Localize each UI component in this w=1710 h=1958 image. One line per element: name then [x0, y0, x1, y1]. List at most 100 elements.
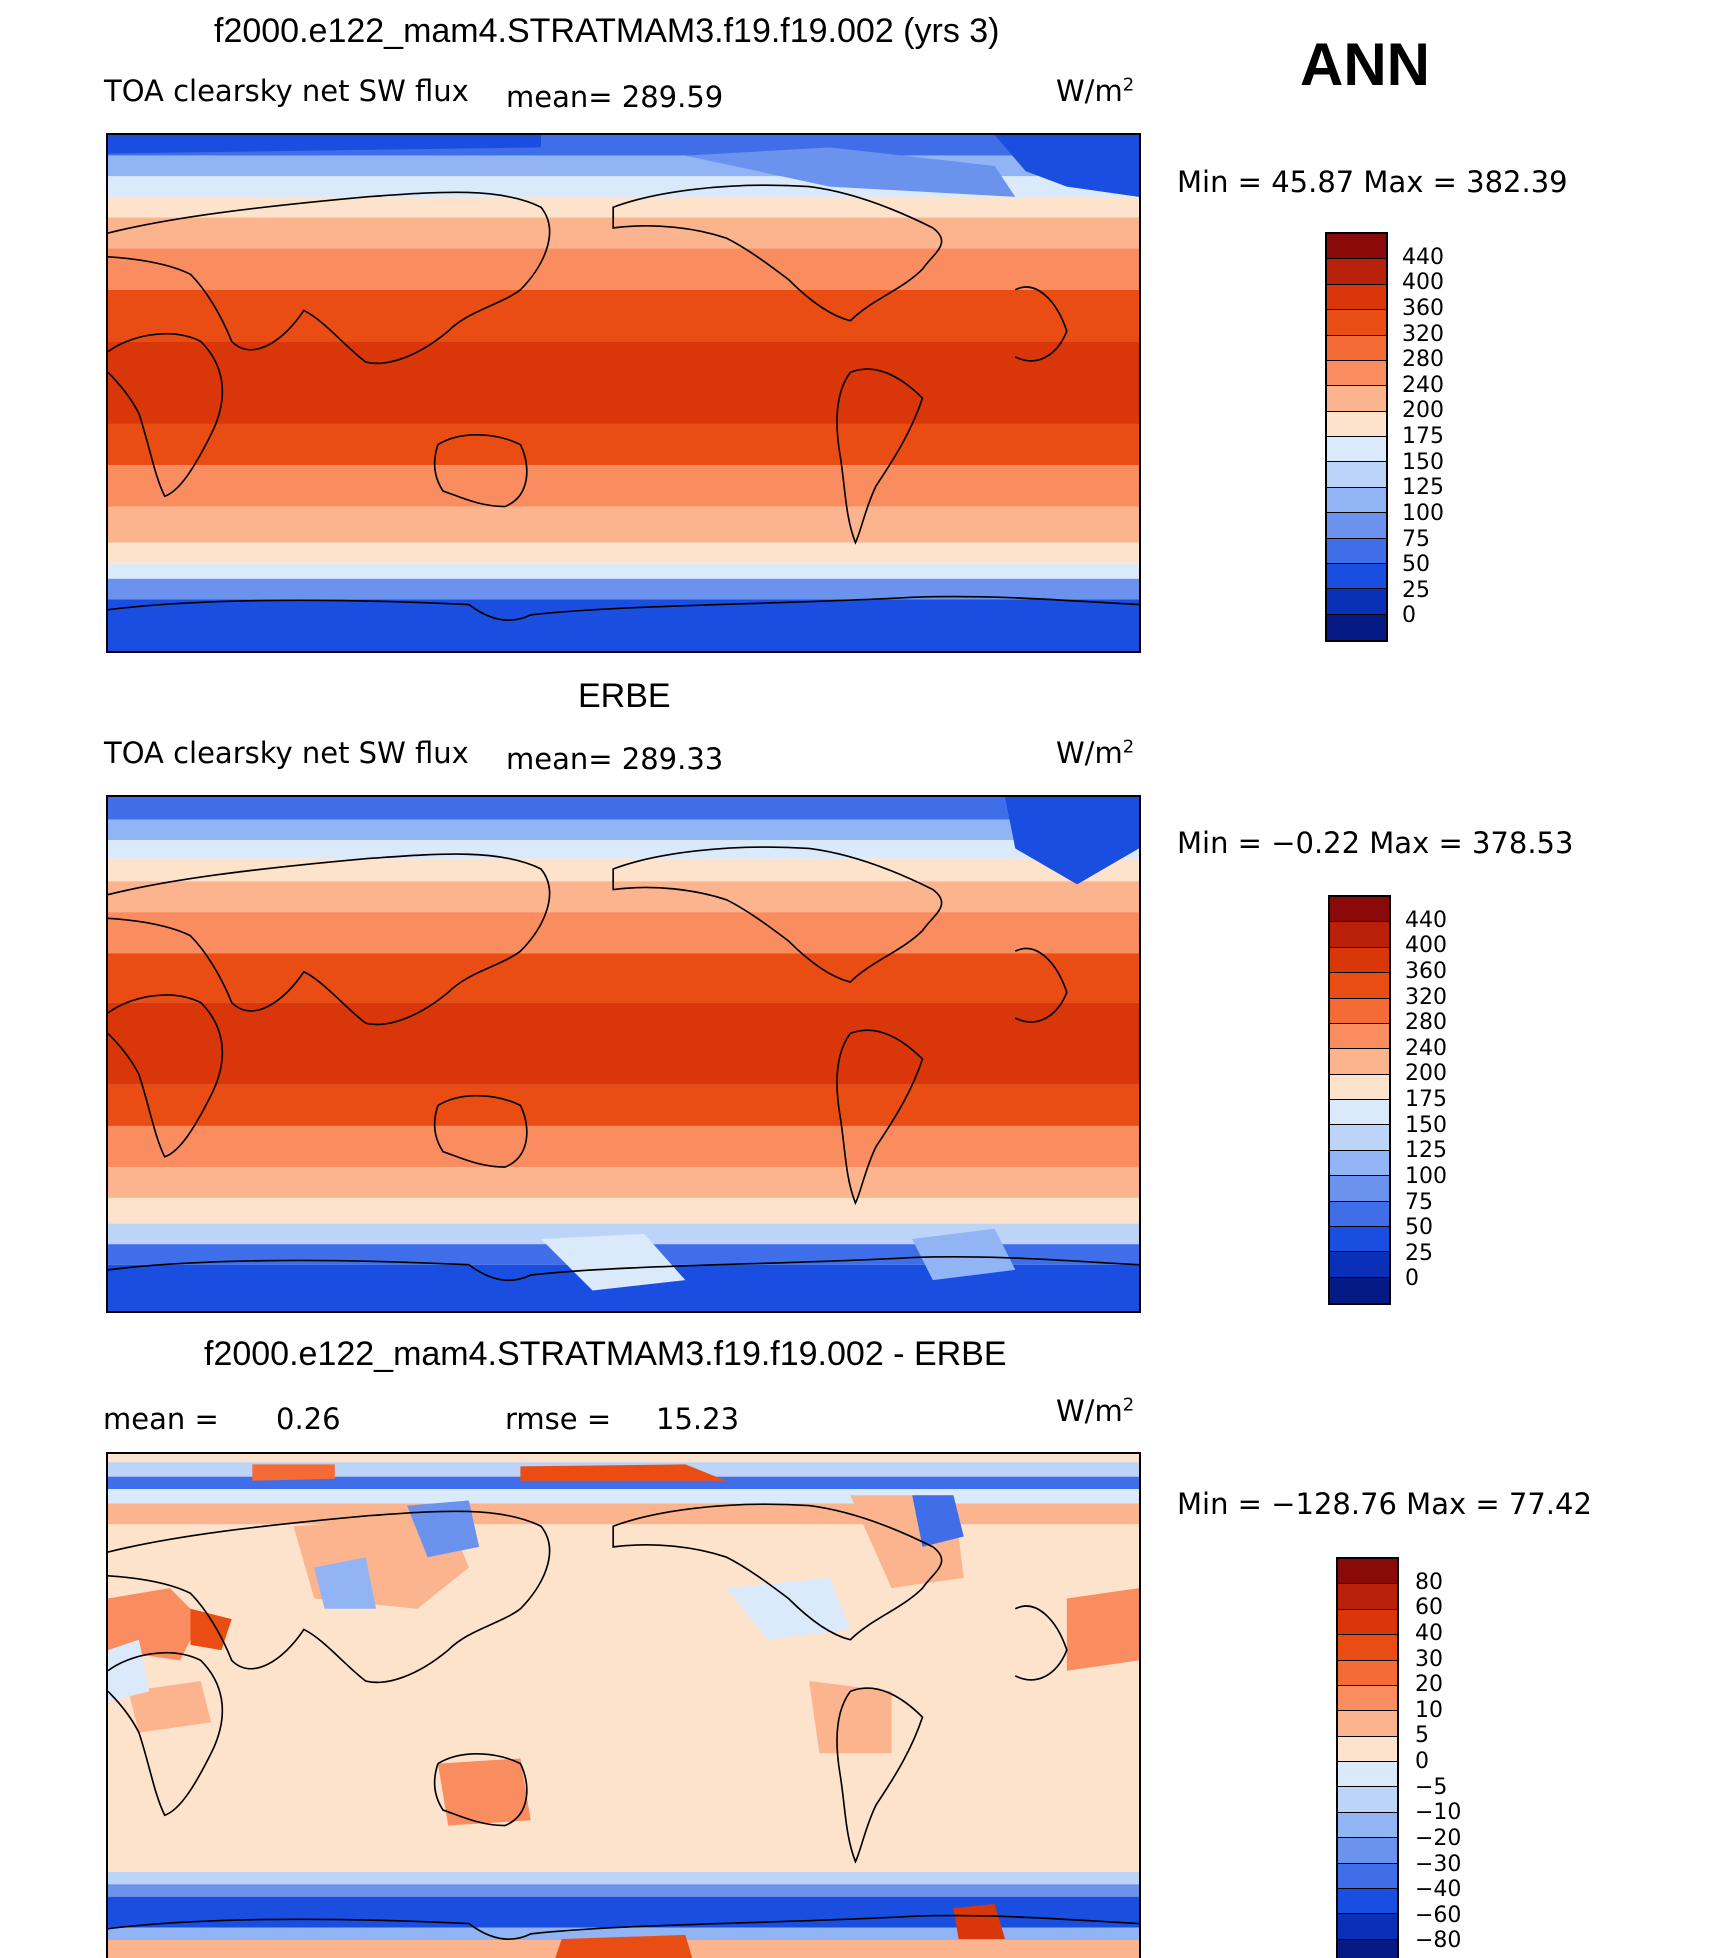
panel2-minmax: Min = −0.22 Max = 378.53 — [1177, 826, 1574, 860]
colorbar-segment — [1330, 947, 1389, 974]
colorbar-segment — [1327, 284, 1386, 311]
panel1-units: W/m2 — [1056, 74, 1135, 108]
colorbar-segment — [1330, 1049, 1389, 1075]
colorbar-tick-label: 25 — [1402, 577, 1430, 603]
colorbar-segment — [1327, 589, 1386, 615]
colorbar-tick-label: −40 — [1415, 1877, 1462, 1903]
colorbar-segment — [1338, 1838, 1397, 1864]
colorbar-tick-label: 50 — [1402, 552, 1430, 578]
colorbar-tick-label: 150 — [1405, 1112, 1447, 1138]
panel2-variable: TOA clearsky net SW flux — [104, 736, 469, 770]
colorbar-tick-label: 0 — [1415, 1749, 1429, 1774]
colorbar-tick-label: 440 — [1402, 244, 1444, 270]
colorbar-tick-label: 280 — [1402, 347, 1444, 373]
colorbar-segment — [1330, 1023, 1389, 1050]
colorbar-tick-label: 360 — [1405, 958, 1447, 984]
colorbar-segment — [1338, 1787, 1397, 1813]
colorbar-tick-label: 100 — [1402, 500, 1444, 526]
colorbar-segment — [1327, 335, 1386, 361]
colorbar-segment — [1327, 462, 1386, 488]
panel3-minmax: Min = −128.76 Max = 77.42 — [1177, 1487, 1592, 1521]
colorbar-tick-label: −5 — [1415, 1774, 1448, 1800]
panel3-mean-label: mean = — [103, 1402, 219, 1436]
colorbar-tick-label: 320 — [1402, 321, 1444, 347]
colorbar-tick-label: −20 — [1415, 1825, 1462, 1851]
colorbar-segment — [1327, 614, 1386, 640]
colorbar-tick-label: 5 — [1415, 1723, 1429, 1749]
colorbar-segment — [1330, 1277, 1389, 1303]
panel1-map — [106, 133, 1141, 653]
colorbar-tick-label: 25 — [1405, 1240, 1433, 1266]
colorbar-segment — [1338, 1584, 1397, 1610]
colorbar-segment — [1330, 1201, 1389, 1227]
colorbar-tick-label: 200 — [1405, 1061, 1447, 1087]
panel2-title: ERBE — [578, 677, 671, 715]
colorbar-tick-label: 400 — [1402, 270, 1444, 296]
colorbar-segment — [1330, 922, 1389, 948]
panel2-mean: mean= 289.33 — [506, 742, 724, 776]
colorbar-tick-label: 75 — [1402, 526, 1430, 552]
colorbar-tick-label: 80 — [1415, 1569, 1443, 1595]
colorbar-tick-label: 175 — [1405, 1087, 1447, 1112]
panel3-map — [106, 1452, 1141, 1958]
colorbar-segment — [1327, 386, 1386, 412]
colorbar-segment — [1338, 1609, 1397, 1636]
colorbar-tick-label: 240 — [1402, 372, 1444, 398]
colorbar-tick-label: 150 — [1402, 449, 1444, 475]
colorbar-segment — [1338, 1914, 1397, 1940]
colorbar-segment — [1330, 897, 1389, 923]
colorbar-tick-label: 10 — [1415, 1697, 1443, 1723]
panel3-rmse-label: rmse = — [505, 1402, 612, 1436]
panel3-rmse-value: 15.23 — [656, 1402, 740, 1436]
colorbar-segment — [1338, 1685, 1397, 1712]
panel2-units: W/m2 — [1056, 736, 1135, 770]
colorbar-segment — [1338, 1762, 1397, 1788]
colorbar-segment — [1338, 1660, 1397, 1686]
colorbar-segment — [1330, 1125, 1389, 1151]
colorbar-segment — [1327, 310, 1386, 336]
colorbar-segment — [1338, 1863, 1397, 1889]
colorbar-tick-label: 50 — [1405, 1215, 1433, 1241]
panel1-mean: mean= 289.59 — [506, 80, 724, 114]
colorbar-segment — [1330, 1226, 1389, 1253]
panel2-colorbar — [1328, 895, 1391, 1305]
colorbar-segment — [1330, 1150, 1389, 1177]
colorbar-segment — [1338, 1888, 1397, 1915]
panel3-units: W/m2 — [1056, 1394, 1135, 1428]
panel1-minmax: Min = 45.87 Max = 382.39 — [1177, 165, 1568, 199]
panel1-variable: TOA clearsky net SW flux — [104, 74, 469, 108]
colorbar-segment — [1338, 1635, 1397, 1661]
colorbar-segment — [1330, 973, 1389, 999]
colorbar-tick-label: 400 — [1405, 933, 1447, 959]
colorbar-tick-label: −30 — [1415, 1851, 1462, 1877]
panel2-map — [106, 795, 1141, 1313]
colorbar-tick-label: −10 — [1415, 1800, 1462, 1826]
colorbar-segment — [1327, 234, 1386, 260]
colorbar-tick-label: 0 — [1405, 1266, 1419, 1292]
colorbar-tick-label: 20 — [1415, 1672, 1443, 1698]
colorbar-tick-label: 0 — [1402, 603, 1416, 629]
colorbar-tick-label: 360 — [1402, 295, 1444, 321]
colorbar-segment — [1330, 1176, 1389, 1202]
colorbar-segment — [1327, 563, 1386, 590]
colorbar-segment — [1338, 1939, 1397, 1958]
colorbar-segment — [1330, 1074, 1389, 1100]
colorbar-tick-label: 175 — [1402, 424, 1444, 449]
colorbar-tick-label: 125 — [1402, 475, 1444, 501]
colorbar-segment — [1338, 1736, 1397, 1762]
colorbar-segment — [1330, 998, 1389, 1024]
colorbar-tick-label: 200 — [1402, 398, 1444, 424]
colorbar-segment — [1327, 259, 1386, 285]
colorbar-segment — [1327, 487, 1386, 514]
panel1-title: f2000.e122_mam4.STRATMAM3.f19.f19.002 (y… — [214, 12, 1000, 50]
colorbar-tick-label: 75 — [1405, 1189, 1433, 1215]
panel1-colorbar — [1325, 232, 1388, 642]
colorbar-segment — [1338, 1711, 1397, 1737]
colorbar-tick-label: 240 — [1405, 1035, 1447, 1061]
colorbar-tick-label: −80 — [1415, 1928, 1462, 1954]
colorbar-tick-label: 40 — [1415, 1620, 1443, 1646]
colorbar-tick-label: −60 — [1415, 1902, 1462, 1928]
colorbar-tick-label: 320 — [1405, 984, 1447, 1010]
colorbar-tick-label: 60 — [1415, 1595, 1443, 1621]
